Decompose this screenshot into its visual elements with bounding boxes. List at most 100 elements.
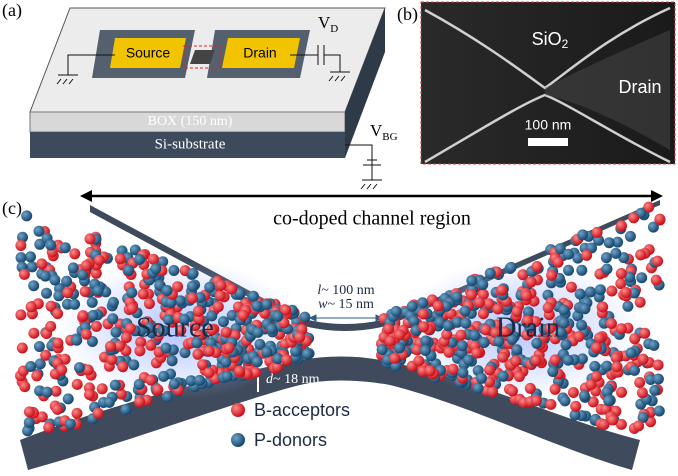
dopant <box>638 354 649 365</box>
dopant <box>134 396 145 407</box>
depth-label: d~ 18 nm <box>266 372 320 387</box>
dopant <box>546 270 557 281</box>
dopant <box>385 336 396 347</box>
dopant <box>69 299 80 310</box>
dopant <box>633 420 644 431</box>
dopant <box>389 353 400 364</box>
dopant <box>111 327 122 338</box>
dopant <box>629 365 640 376</box>
dopant <box>425 365 436 376</box>
dopant <box>302 348 313 359</box>
dopant <box>574 331 585 342</box>
dopant <box>448 364 459 375</box>
dopant <box>511 344 522 355</box>
dopant <box>498 371 509 382</box>
dopant <box>45 321 56 332</box>
dopant <box>394 329 405 340</box>
dopant <box>469 330 480 341</box>
dopant <box>408 316 419 327</box>
dopant <box>105 341 116 352</box>
dopant <box>134 379 145 390</box>
dopant <box>72 379 83 390</box>
dopant <box>576 265 587 276</box>
dopant <box>248 291 259 302</box>
body: (a) Source Drain VD BOX (150 nm) Si-subs… <box>0 0 678 476</box>
dopant <box>162 391 173 402</box>
dopant <box>550 384 561 395</box>
dopant <box>220 357 231 368</box>
dopant <box>594 332 605 343</box>
dopant <box>553 257 564 268</box>
dopant <box>25 251 36 262</box>
dopant <box>128 359 139 370</box>
scale-label: 100 nm <box>525 117 572 133</box>
dopant <box>117 361 128 372</box>
width-label: w~ 15 nm <box>318 297 374 312</box>
panel-label: (c) <box>2 198 22 219</box>
dopant <box>622 301 633 312</box>
legend-label: B-acceptors <box>254 400 350 420</box>
dopant <box>496 285 507 296</box>
dopant <box>110 380 121 391</box>
dopant <box>639 328 650 339</box>
dopant <box>443 320 454 331</box>
dopant <box>611 361 622 372</box>
dopant <box>377 344 388 355</box>
dopant <box>604 237 615 248</box>
dopant <box>15 309 26 320</box>
dopant <box>215 290 226 301</box>
dopant <box>25 361 36 372</box>
region-label: co-doped channel region <box>273 208 471 230</box>
text: ~ 15 nm <box>327 297 374 312</box>
dopant <box>221 327 232 338</box>
dopant <box>24 417 35 428</box>
dopant <box>579 303 590 314</box>
dopant <box>637 387 648 398</box>
dopant <box>261 347 272 358</box>
dopant <box>654 214 665 225</box>
dopant <box>636 272 647 283</box>
legend-swatch <box>231 433 245 447</box>
dopant <box>606 286 617 297</box>
dopant <box>187 293 198 304</box>
dopant <box>560 395 571 406</box>
dopant <box>36 258 47 269</box>
dopant <box>234 366 245 377</box>
dopant <box>134 254 145 265</box>
dopant <box>477 279 488 290</box>
dopant <box>158 371 169 382</box>
dopant <box>654 406 665 417</box>
dopant <box>266 323 277 334</box>
dopant <box>107 313 118 324</box>
dopant <box>634 377 645 388</box>
dopant <box>589 361 600 372</box>
dopant <box>145 375 156 386</box>
dopant <box>93 408 104 419</box>
dopant <box>433 301 444 312</box>
dopant <box>62 287 73 298</box>
dopant <box>272 311 283 322</box>
dopant <box>150 263 161 274</box>
dopant <box>626 347 637 358</box>
dopant <box>188 268 199 279</box>
dopant <box>215 280 226 291</box>
figure: (a) Source Drain VD BOX (150 nm) Si-subs… <box>0 0 678 476</box>
dopant <box>601 252 612 263</box>
dopant <box>413 355 424 366</box>
dopant <box>591 342 602 353</box>
dopant <box>41 288 52 299</box>
dopant <box>252 356 263 367</box>
dopant <box>40 271 51 282</box>
dopant <box>463 354 474 365</box>
dopant <box>474 297 485 308</box>
dopant <box>510 356 521 367</box>
dopant <box>91 321 102 332</box>
dopant <box>506 262 517 273</box>
dopant <box>281 354 292 365</box>
dopant <box>93 285 104 296</box>
v: V <box>370 121 383 140</box>
dopant <box>97 383 108 394</box>
dopant <box>616 268 627 279</box>
dopant <box>80 286 91 297</box>
dopant <box>52 338 63 349</box>
